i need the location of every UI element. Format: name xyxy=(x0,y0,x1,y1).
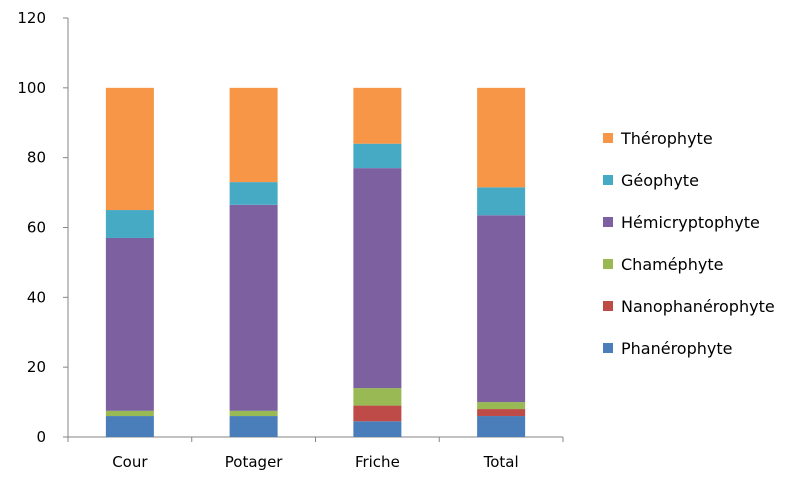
bar-segment-th-rophyte-friche xyxy=(353,87,402,144)
bar-segment-th-rophyte-cour xyxy=(105,87,154,211)
legend-label: Géophyte xyxy=(621,171,699,190)
legend-swatch xyxy=(603,175,613,185)
x-tick-label: Potager xyxy=(225,453,284,471)
legend-swatch xyxy=(603,343,613,353)
x-tick-label: Friche xyxy=(355,453,400,471)
y-tick-label: 60 xyxy=(27,219,46,237)
bar-segment-cham-phyte-cour xyxy=(105,410,154,417)
y-tick-label: 100 xyxy=(17,79,46,97)
legend-label: Nanophanérophyte xyxy=(621,297,775,316)
legend-swatch xyxy=(603,133,613,143)
y-tick-label: 80 xyxy=(27,149,46,167)
bar-segment-phan-rophyte-cour xyxy=(105,416,154,437)
bar-segment-nanophan-rophyte-friche xyxy=(353,405,402,422)
bar-segment-g-ophyte-cour xyxy=(105,210,154,238)
bar-segment-g-ophyte-total xyxy=(477,187,526,216)
bar-segment-phan-rophyte-potager xyxy=(229,416,278,437)
chart-legend: Thérophyte Géophyte Hémicryptophyte Chaméph… xyxy=(603,129,775,358)
bar-segment-h-micryptophyte-total xyxy=(477,215,526,403)
bar-segment-h-micryptophyte-friche xyxy=(353,168,402,389)
y-tick-label: 120 xyxy=(17,9,46,27)
bar-segment-th-rophyte-total xyxy=(477,87,526,188)
bar-segment-g-ophyte-potager xyxy=(229,182,278,205)
legend-swatch xyxy=(603,259,613,269)
legend-label: Thérophyte xyxy=(620,129,713,148)
bar-segment-th-rophyte-potager xyxy=(229,87,278,183)
bar-segment-cham-phyte-friche xyxy=(353,388,402,406)
bar-segment-phan-rophyte-total xyxy=(477,416,526,437)
bar-segment-phan-rophyte-friche xyxy=(353,421,402,437)
bar-segment-cham-phyte-potager xyxy=(229,410,278,417)
bar-segment-h-micryptophyte-cour xyxy=(105,237,154,411)
y-tick-label: 20 xyxy=(27,358,46,376)
bar-segment-cham-phyte-total xyxy=(477,402,526,410)
y-tick-label: 40 xyxy=(27,288,46,306)
legend-label: Phanérophyte xyxy=(621,339,732,358)
x-tick-label: Total xyxy=(483,453,519,471)
legend-label: Hémicryptophyte xyxy=(621,213,760,232)
y-tick-label: 0 xyxy=(36,428,46,446)
bar-segment-g-ophyte-friche xyxy=(353,143,402,169)
legend-swatch xyxy=(603,301,613,311)
legend-swatch xyxy=(603,217,613,227)
chart-bars xyxy=(105,87,526,437)
bar-segment-h-micryptophyte-potager xyxy=(229,204,278,411)
legend-label: Chaméphyte xyxy=(621,255,723,274)
tick-labels: 0 20 40 60 80 100 120 Cour Potager Friche Total xyxy=(17,9,518,471)
x-tick-label: Cour xyxy=(112,453,148,471)
bar-segment-nanophan-rophyte-total xyxy=(477,409,526,417)
